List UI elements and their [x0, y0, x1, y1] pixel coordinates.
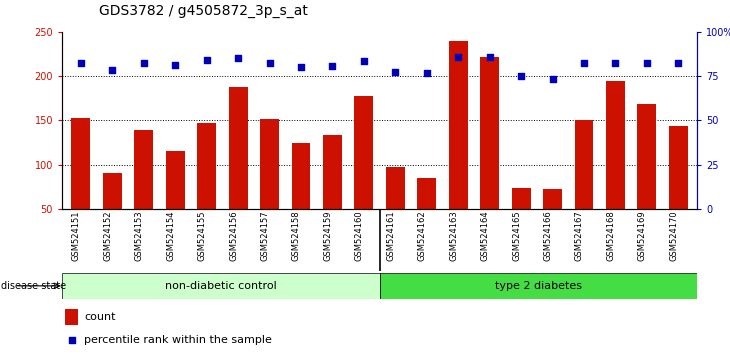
Point	[201, 57, 212, 63]
Point	[301, 233, 313, 238]
Point	[358, 58, 369, 64]
Point	[390, 69, 402, 75]
Bar	[543, 188, 562, 253]
Bar	[355, 97, 373, 253]
Text: GDS3782 / g4505872_3p_s_at: GDS3782 / g4505872_3p_s_at	[99, 4, 307, 18]
Point	[264, 60, 275, 66]
Text: non-diabetic control: non-diabetic control	[165, 281, 277, 291]
Point	[138, 60, 150, 66]
Text: GSM524163: GSM524163	[449, 210, 458, 261]
Text: GSM524159: GSM524159	[323, 210, 332, 261]
Text: GSM524161: GSM524161	[386, 210, 396, 261]
Text: GSM524164: GSM524164	[480, 210, 490, 261]
Text: GSM524167: GSM524167	[575, 210, 584, 261]
Point	[232, 56, 244, 61]
Point	[610, 60, 621, 66]
Point	[641, 60, 653, 66]
Bar	[480, 57, 499, 253]
Bar	[575, 120, 593, 253]
Bar	[512, 188, 531, 253]
Point	[578, 60, 590, 66]
Bar	[323, 136, 342, 253]
Point	[484, 54, 496, 59]
Text: GSM524153: GSM524153	[135, 210, 144, 261]
Bar	[134, 130, 153, 253]
Point	[515, 73, 527, 79]
Bar	[449, 41, 468, 253]
Bar	[65, 309, 78, 325]
Text: GSM524158: GSM524158	[292, 210, 301, 261]
Point	[107, 67, 118, 73]
Text: GSM524152: GSM524152	[104, 210, 112, 261]
Text: GSM524151: GSM524151	[72, 210, 81, 261]
Point	[453, 54, 464, 59]
Bar	[606, 81, 625, 253]
Bar	[291, 143, 310, 253]
Point	[326, 64, 338, 69]
Text: GSM524170: GSM524170	[669, 210, 678, 261]
Bar	[380, 273, 697, 299]
Point	[169, 63, 181, 68]
Text: GSM524162: GSM524162	[418, 210, 427, 261]
Point	[295, 64, 307, 70]
Bar	[166, 152, 185, 253]
Point	[547, 76, 558, 81]
Bar	[103, 173, 122, 253]
Text: GSM524165: GSM524165	[512, 210, 521, 261]
Bar	[72, 118, 91, 253]
Bar	[386, 167, 404, 253]
Point	[672, 60, 684, 66]
Bar	[418, 178, 437, 253]
Text: GSM524169: GSM524169	[638, 210, 647, 261]
Text: GSM524156: GSM524156	[229, 210, 238, 261]
Bar	[260, 119, 279, 253]
Text: GSM524166: GSM524166	[544, 210, 553, 261]
Text: type 2 diabetes: type 2 diabetes	[495, 281, 582, 291]
Bar	[669, 126, 688, 253]
Text: count: count	[84, 312, 116, 322]
Text: GSM524157: GSM524157	[261, 210, 269, 261]
Text: percentile rank within the sample: percentile rank within the sample	[84, 335, 272, 346]
Text: disease state: disease state	[1, 281, 66, 291]
Point	[421, 70, 433, 75]
Point	[75, 60, 87, 66]
Text: GSM524154: GSM524154	[166, 210, 175, 261]
Bar	[197, 123, 216, 253]
Text: GSM524155: GSM524155	[198, 210, 207, 261]
Text: GSM524160: GSM524160	[355, 210, 364, 261]
Bar	[228, 87, 247, 253]
Bar	[637, 104, 656, 253]
Text: GSM524168: GSM524168	[607, 210, 615, 261]
Bar	[62, 273, 380, 299]
